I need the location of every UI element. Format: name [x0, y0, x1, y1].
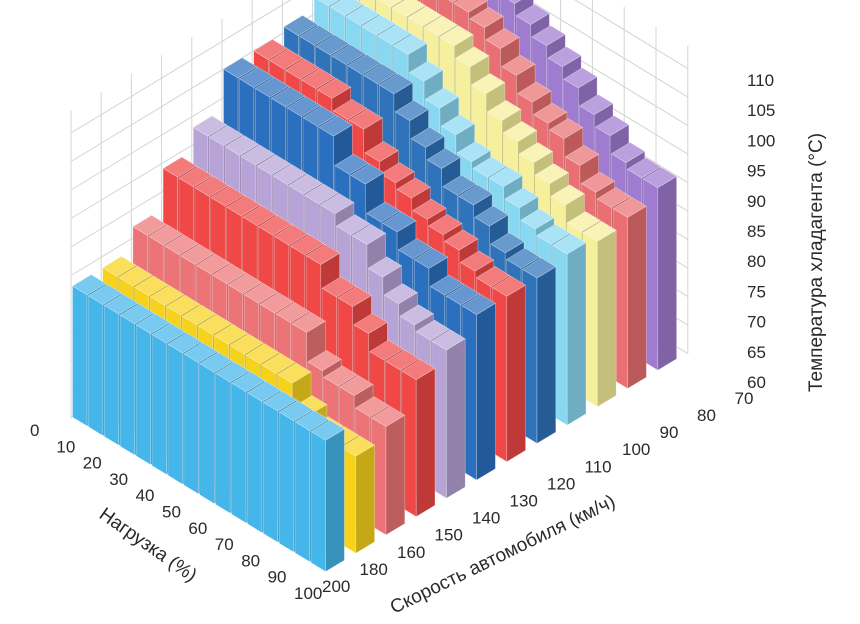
bar [491, 275, 527, 463]
bar-front [167, 343, 183, 485]
bar [401, 359, 436, 518]
y-tick-label: 180 [360, 560, 388, 579]
y-tick-label: 130 [510, 492, 538, 511]
bar-side [415, 367, 436, 518]
bars [71, 0, 678, 573]
bar-side [657, 175, 677, 371]
y-tick-label: 80 [697, 406, 716, 425]
z-tick-label: 100 [747, 131, 775, 150]
bar-front [247, 392, 263, 534]
bar [461, 294, 496, 481]
x-tick-label: 90 [268, 568, 287, 587]
y-tick-label: 160 [397, 543, 425, 562]
z-tick-label: 105 [747, 101, 775, 120]
bar-front [231, 382, 247, 524]
bar [340, 435, 376, 554]
y-tick-label: 140 [472, 509, 500, 528]
bar-side [476, 302, 496, 481]
x-tick-label: 80 [241, 551, 260, 570]
bar-front [183, 353, 199, 495]
bar-side [355, 444, 375, 554]
y-tick-label: 150 [435, 526, 463, 545]
x-tick-label: 100 [294, 584, 322, 603]
bar-front [310, 430, 326, 573]
bar [431, 329, 466, 499]
bar-side [506, 284, 526, 463]
x-tick-label: 30 [109, 470, 128, 489]
bar-front [104, 304, 120, 446]
y-tick-label: 120 [547, 474, 575, 493]
bar-side [566, 242, 587, 426]
bar [521, 257, 557, 444]
x-tick-label: 10 [56, 437, 75, 456]
z-tick-label: 75 [747, 282, 766, 301]
bar-front [294, 421, 311, 563]
grid-line [574, 0, 689, 70]
bar-side [536, 266, 557, 444]
bar-side [597, 229, 617, 408]
bar-front [262, 401, 279, 543]
x-tick-label: 20 [83, 454, 102, 473]
bar [370, 405, 406, 536]
y-tick-label: 90 [660, 423, 679, 442]
x-tick-label: 70 [215, 535, 234, 554]
bar-front [72, 285, 88, 427]
bar [582, 220, 617, 408]
bar-top [448, 0, 458, 3]
bar-front [215, 372, 231, 514]
z-tick-label: 85 [747, 222, 766, 241]
bar-side [385, 414, 406, 536]
bar-side [446, 338, 466, 499]
bar [552, 233, 587, 426]
z-tick-label: 80 [747, 252, 766, 271]
bar-front [88, 295, 104, 437]
x-tick-label: 0 [30, 421, 39, 440]
bar-front [278, 411, 295, 553]
z-tick-label: 90 [747, 192, 766, 211]
z-tick-label: 65 [747, 343, 766, 362]
y-tick-label: 200 [322, 577, 350, 596]
ticks: 6065707580859095100105110010203040506070… [30, 71, 775, 603]
y-tick-label: 100 [622, 440, 650, 459]
z-tick-label: 60 [747, 373, 766, 392]
x-tick-label: 40 [136, 486, 155, 505]
z-tick-label: 70 [747, 313, 766, 332]
bar-front [119, 314, 136, 456]
y-tick-label: 70 [735, 389, 754, 408]
z-axis-title: Температура хладагента (°C) [806, 133, 827, 392]
bar [310, 419, 345, 573]
bar-side [325, 428, 345, 573]
bar [612, 196, 647, 390]
bar-front [135, 324, 151, 466]
x-tick-label: 60 [188, 519, 207, 538]
y-tick-label: 110 [585, 457, 612, 476]
x-axis-title: Нагрузка (%) [95, 504, 200, 587]
bar-front [199, 363, 215, 505]
bar [642, 167, 678, 371]
bar-side [627, 205, 647, 390]
x-tick-label: 50 [162, 503, 181, 522]
bar-front [151, 333, 167, 476]
z-tick-label: 110 [747, 71, 774, 90]
z-tick-label: 95 [747, 162, 766, 181]
